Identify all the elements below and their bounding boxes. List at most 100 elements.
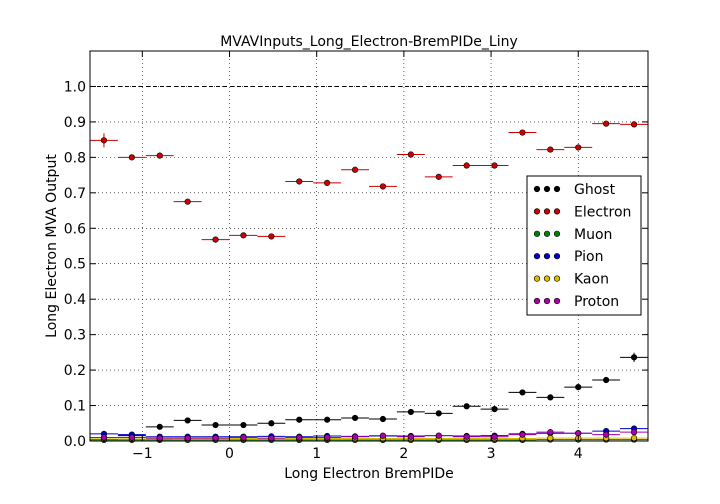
legend-label: Muon [574, 227, 612, 243]
x-tick-label: 2 [399, 446, 408, 462]
data-point [519, 129, 526, 136]
data-point [156, 423, 163, 430]
data-point [212, 236, 219, 243]
y-tick-label: 0.3 [64, 328, 86, 344]
data-point [603, 431, 610, 438]
data-point [491, 162, 498, 169]
data-point [575, 144, 582, 151]
legend-label: Ghost [574, 182, 616, 198]
data-point [630, 354, 638, 361]
data-point [379, 183, 387, 190]
legend-marker [543, 208, 551, 215]
data-point [324, 416, 331, 423]
plot-frame [89, 50, 649, 442]
data-point [268, 435, 275, 442]
legend-marker [553, 275, 561, 282]
data-point [603, 376, 610, 384]
legend-label: Proton [574, 294, 619, 310]
y-tick-label: 0.6 [64, 221, 86, 237]
legend-marker [543, 297, 551, 305]
data-point [407, 408, 414, 416]
data-point [240, 421, 247, 429]
y-tick-label: 0.0 [64, 434, 86, 450]
y-tick-label: 0.2 [64, 363, 86, 379]
data-point [463, 433, 470, 440]
data-point [351, 433, 359, 440]
data-point [463, 403, 470, 410]
legend-label: Pion [574, 249, 603, 265]
data-point [240, 434, 247, 441]
data-point [379, 415, 387, 423]
data-point [630, 435, 638, 442]
legend-marker [543, 275, 551, 282]
data-point [519, 389, 526, 396]
data-point [128, 434, 135, 441]
y-tick-label: 0.7 [64, 186, 86, 202]
y-tick-label: 0.5 [64, 257, 86, 273]
data-point [351, 414, 359, 422]
data-point [603, 120, 610, 127]
y-axis-label: Long Electron MVA Output [44, 154, 60, 338]
data-point [184, 417, 191, 424]
y-tick-label: 1.0 [64, 79, 86, 95]
x-tick-label: 1 [312, 446, 321, 462]
data-point [575, 384, 582, 391]
legend-marker [553, 230, 561, 237]
data-point [547, 394, 554, 401]
x-axis-label: Long Electron BremPIDe [284, 466, 453, 482]
x-tick-label: 0 [225, 446, 234, 462]
legend-marker [543, 230, 551, 237]
data-point [128, 154, 135, 161]
data-point [630, 121, 638, 128]
y-tick-label: 0.1 [64, 399, 86, 415]
data-point [407, 433, 414, 440]
data-point [435, 410, 442, 417]
data-point [212, 421, 219, 429]
legend-marker [553, 297, 561, 305]
data-point [324, 179, 331, 186]
data-point [630, 429, 638, 436]
data-point [435, 173, 442, 180]
data-point [184, 198, 191, 205]
data-point [184, 435, 191, 442]
data-point [240, 232, 247, 239]
axis-ticks: −1 0 1 2 3 4 0.0 0.1 0.2 0.3 0.4 0.5 0.6 0.7 0.8 0.9 1.0 [64, 51, 648, 462]
data-point [296, 416, 303, 423]
legend-marker [533, 208, 541, 215]
legend-marker [533, 275, 541, 282]
series-proton [90, 429, 648, 442]
legend-marker [533, 230, 541, 237]
data-point [100, 137, 108, 144]
data-point [547, 435, 554, 442]
legend-box [526, 175, 642, 316]
y-tick-label: 0.4 [64, 292, 86, 308]
data-point [435, 432, 442, 439]
data-point [491, 405, 498, 413]
legend-label: Electron [574, 204, 631, 220]
y-tick-label: 0.9 [64, 115, 86, 131]
data-point [351, 166, 359, 173]
data-point [212, 435, 219, 442]
data-point [519, 431, 526, 438]
legend: Ghost Electron Muon Pion Kaon Proton [526, 175, 642, 316]
legend-marker [553, 253, 561, 260]
data-point [156, 152, 163, 159]
data-point [407, 151, 414, 158]
data-point [491, 433, 498, 440]
data-point [324, 434, 331, 441]
data-point [296, 178, 303, 185]
legend-marker [543, 185, 551, 193]
x-tick-label: 3 [487, 446, 496, 462]
y-tick-label: 0.8 [64, 150, 86, 166]
data-point [268, 420, 275, 427]
data-point [156, 435, 163, 442]
data-point [100, 434, 108, 441]
data-point [547, 146, 554, 153]
x-tick-label: 4 [574, 446, 583, 462]
legend-marker [543, 253, 551, 260]
legend-marker [533, 185, 541, 193]
legend-marker [533, 253, 541, 260]
data-point [268, 233, 275, 240]
x-tick-label: −1 [132, 446, 153, 462]
